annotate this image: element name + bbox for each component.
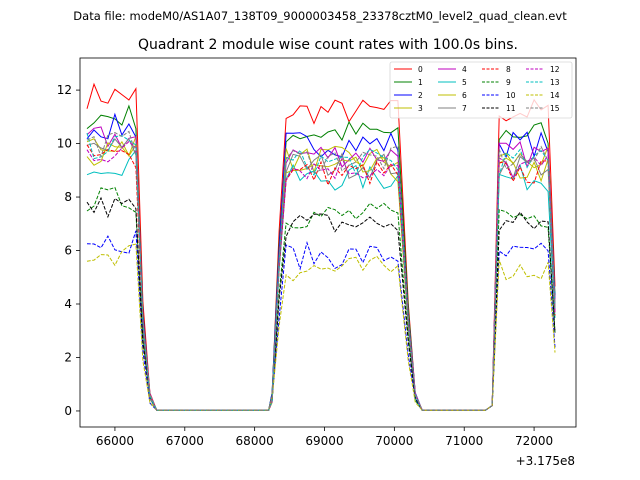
x-axis: 66000 67000 68000 69000 70000 71000 72000 [96, 427, 553, 448]
legend-label-15: 15 [550, 104, 560, 113]
legend-label-8: 8 [506, 65, 511, 74]
y-axis: 0 2 4 6 8 10 12 [57, 83, 80, 418]
legend-label-5: 5 [462, 78, 467, 87]
legend-label-6: 6 [462, 91, 467, 100]
legend-label-10: 10 [506, 91, 516, 100]
axes-frame [79, 57, 577, 428]
y-tick-label: 10 [57, 137, 72, 151]
y-tick-label: 0 [64, 404, 72, 418]
series-layer [86, 82, 556, 411]
legend-label-9: 9 [506, 78, 511, 87]
x-tick-label: 71000 [445, 434, 483, 448]
chart-title: Quadrant 2 module wise count rates with … [138, 37, 518, 53]
y-tick-label: 6 [64, 244, 72, 258]
legend-label-3: 3 [418, 104, 423, 113]
legend-label-13: 13 [550, 78, 560, 87]
x-tick-label: 72000 [515, 434, 553, 448]
series-line-15 [86, 130, 556, 411]
y-tick-label: 2 [64, 350, 72, 364]
legend-box [389, 61, 573, 119]
figure-suptitle: Data file: modeM0/AS1A07_138T09_90000034… [73, 9, 567, 23]
x-tick-label: 67000 [166, 434, 204, 448]
legend-label-12: 12 [550, 65, 560, 74]
plot-area [79, 57, 577, 428]
legend-label-0: 0 [418, 65, 423, 74]
y-tick-label: 4 [64, 297, 72, 311]
x-offset-label: +3.175e8 [516, 454, 575, 468]
legend-label-11: 11 [506, 104, 516, 113]
x-tick-label: 69000 [305, 434, 343, 448]
legend-label-2: 2 [418, 91, 423, 100]
legend-label-7: 7 [462, 104, 467, 113]
legend-label-1: 1 [418, 78, 423, 87]
x-tick-label: 68000 [236, 434, 274, 448]
legend-label-14: 14 [550, 91, 560, 100]
x-tick-label: 66000 [96, 434, 134, 448]
y-tick-label: 12 [57, 83, 72, 97]
legend-label-4: 4 [462, 65, 467, 74]
x-tick-label: 70000 [375, 434, 413, 448]
y-tick-label: 8 [64, 190, 72, 204]
